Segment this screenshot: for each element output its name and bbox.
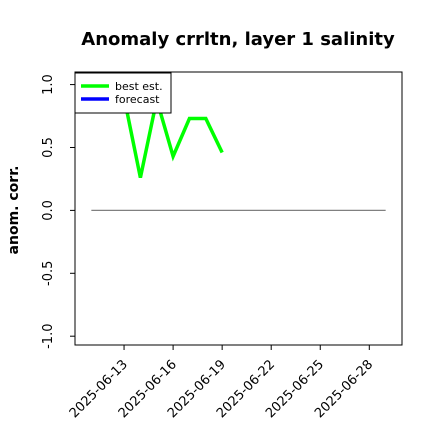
y-tick-label: 0.5 bbox=[41, 137, 56, 158]
legend-box bbox=[74, 72, 172, 114]
plot-frame bbox=[74, 71, 403, 346]
y-axis-label: anom. corr. bbox=[6, 166, 22, 255]
y-tick-label: 0.0 bbox=[41, 200, 56, 221]
y-tick-label: -1.0 bbox=[41, 324, 56, 349]
chart-title: Anomaly crrltn, layer 1 salinity bbox=[81, 29, 395, 50]
legend-label: forecast bbox=[115, 93, 160, 106]
data-line bbox=[122, 96, 224, 179]
y-tick-label: -0.5 bbox=[41, 261, 56, 286]
y-tick-label: 1.0 bbox=[41, 74, 56, 95]
legend-label: best est. bbox=[115, 80, 163, 93]
